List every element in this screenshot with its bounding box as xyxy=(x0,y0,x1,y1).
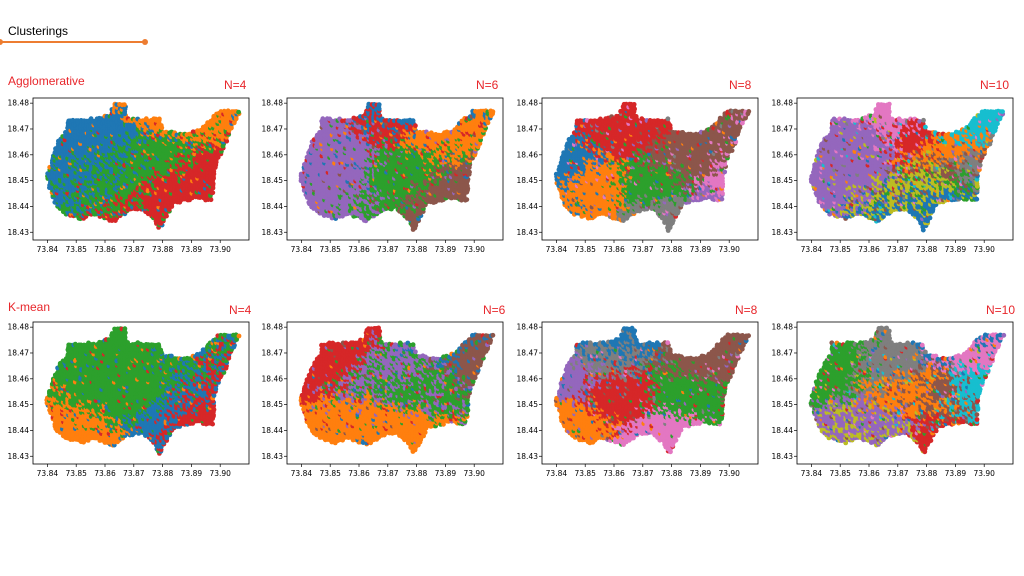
row-label-kmean: K-mean xyxy=(8,300,50,314)
panel-title-agg-8: N=8 xyxy=(729,78,751,92)
x-tick-label: 73.90 xyxy=(209,245,231,254)
panel-title-km-10: N=10 xyxy=(986,303,1015,317)
y-tick-label: 18.47 xyxy=(8,124,30,133)
cluster-point xyxy=(308,143,314,149)
cluster-point xyxy=(464,197,470,202)
panel-title-km-4: N=4 xyxy=(229,303,251,317)
panel-title-km-6: N=6 xyxy=(483,303,505,317)
cluster-point xyxy=(410,118,416,124)
row-label-agglomerative: Agglomerative xyxy=(8,74,85,88)
scatter-points xyxy=(45,101,242,230)
panel-title-km-8: N=8 xyxy=(735,303,757,317)
x-tick-label: 73.86 xyxy=(94,245,116,254)
underline-start-dot xyxy=(0,39,3,45)
cluster-point xyxy=(413,123,418,129)
cluster-point xyxy=(122,102,127,108)
scatter-panel-agg-4: 73.84 73.85 73.86 73.87 73.88 73.89 73.90 18.43… xyxy=(0,92,255,267)
x-tick-label: 73.89 xyxy=(181,245,203,254)
y-tick-label: 18.48 xyxy=(8,99,30,108)
x-tick-label: 73.88 xyxy=(152,245,174,254)
scatter-points xyxy=(298,101,496,232)
x-tick-label: 73.84 xyxy=(37,245,59,254)
cluster-point xyxy=(225,108,231,114)
cluster-point xyxy=(158,123,164,128)
panel-title-agg-4: N=4 xyxy=(224,78,246,92)
cluster-point xyxy=(236,109,242,115)
panel-title-agg-6: N=6 xyxy=(476,78,498,92)
x-tick-label: 73.85 xyxy=(65,245,87,254)
panel-title-agg-10: N=10 xyxy=(980,78,1009,92)
y-tick-label: 18.44 xyxy=(8,202,30,211)
cluster-point xyxy=(417,129,423,135)
y-tick-label: 18.45 xyxy=(8,176,30,185)
y-tick-label: 18.43 xyxy=(8,228,30,237)
title-underline xyxy=(0,41,146,43)
scatter-panel-agg-6: 73.84 73.85 73.86 73.87 73.88 73.89 73.90 18.43… xyxy=(254,92,509,267)
slide-title: Clusterings xyxy=(8,24,68,38)
cluster-point xyxy=(157,116,162,122)
underline-end-dot xyxy=(142,39,148,45)
cluster-point xyxy=(210,190,216,196)
x-tick-label: 73.87 xyxy=(123,245,145,254)
y-tick-label: 18.46 xyxy=(8,150,30,159)
cluster-point xyxy=(376,102,382,107)
